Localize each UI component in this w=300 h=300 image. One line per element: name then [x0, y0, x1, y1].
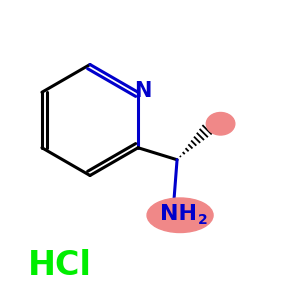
Text: NH: NH — [160, 204, 197, 224]
Text: 2: 2 — [198, 213, 207, 227]
Text: N: N — [134, 81, 151, 101]
Text: HCl: HCl — [28, 249, 92, 282]
Ellipse shape — [206, 112, 235, 135]
Ellipse shape — [147, 198, 213, 232]
